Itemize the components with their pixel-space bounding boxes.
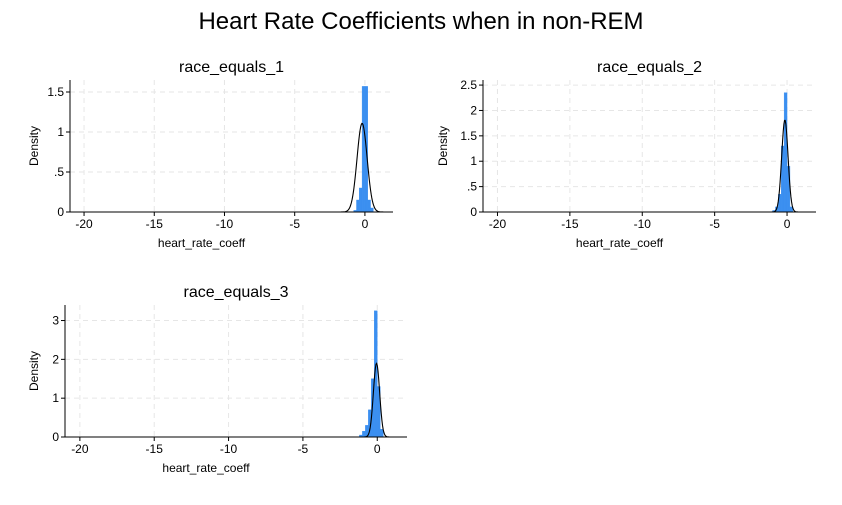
chart-panel-3: -20 -15 -10 -5 0 0 1 2 3 race_equals_3 heart_rate_… [27, 284, 407, 475]
x-tick-label: -5 [709, 217, 720, 231]
x-tick-label: -10 [220, 442, 238, 456]
y-tick-label: .5 [467, 180, 477, 194]
histogram-bar [362, 430, 366, 438]
y-tick-label: 2 [52, 352, 59, 366]
y-tick-label: 2 [470, 103, 477, 117]
y-tick-label: 2.5 [460, 78, 477, 92]
chart-main-title: Heart Rate Coefficients when in non-REM [198, 8, 644, 35]
x-tick-label: -15 [146, 217, 164, 231]
y-tick-label: 0 [470, 205, 477, 219]
y-tick-label: 1.5 [460, 129, 477, 143]
x-tick-label: -10 [634, 217, 652, 231]
histogram-bar [370, 207, 374, 213]
y-axis-label: Density [27, 126, 41, 166]
x-tick-label: -20 [75, 217, 93, 231]
y-tick-label: 0 [57, 205, 64, 219]
panel-title: race_equals_3 [184, 284, 289, 301]
panel-title: race_equals_2 [597, 59, 702, 76]
x-axis-label: heart_rate_coeff [158, 236, 246, 250]
histogram-bar [359, 187, 363, 213]
x-tick-label: -15 [561, 217, 579, 231]
x-tick-label: -20 [489, 217, 507, 231]
y-tick-label: 1 [52, 391, 59, 405]
histogram-bar [361, 86, 366, 213]
x-tick-label: 0 [362, 217, 369, 231]
y-tick-label: 1 [57, 125, 64, 139]
chart-panel-1: -20 -15 -10 -5 0 0 .5 1 1.5 race_equals_1 heart_ra… [27, 59, 393, 250]
x-tick-label: 0 [784, 217, 791, 231]
histogram-bar [356, 199, 360, 213]
chart-panel-2: -20 -15 -10 -5 0 0 .5 1 1.5 2 2.5 race_equals_2hear… [436, 59, 816, 250]
x-tick-label: -5 [298, 442, 309, 456]
y-tick-label: .5 [54, 165, 64, 179]
x-axis-label: heart_rate_coeff [162, 461, 250, 475]
y-tick-label: 1 [470, 154, 477, 168]
normal-density-curve [490, 119, 809, 213]
x-tick-label: -10 [216, 217, 234, 231]
y-tick-label: 1.5 [47, 85, 64, 99]
x-axis-label: heart_rate_coeff [576, 236, 664, 250]
panel-title: race_equals_1 [179, 59, 284, 76]
y-axis-label: Density [27, 351, 41, 391]
histogram-bar [783, 92, 788, 213]
x-tick-label: -20 [71, 442, 89, 456]
x-tick-label: 0 [374, 442, 381, 456]
y-axis-label: Density [436, 126, 450, 166]
normal-density-curve [77, 122, 386, 213]
y-tick-label: 0 [52, 430, 59, 444]
histogram-bar [380, 429, 384, 438]
x-tick-label: -5 [289, 217, 300, 231]
histogram-bar [367, 199, 371, 213]
x-tick-label: -15 [146, 442, 164, 456]
normal-density-curve [72, 362, 400, 438]
y-tick-label: 3 [52, 314, 59, 328]
